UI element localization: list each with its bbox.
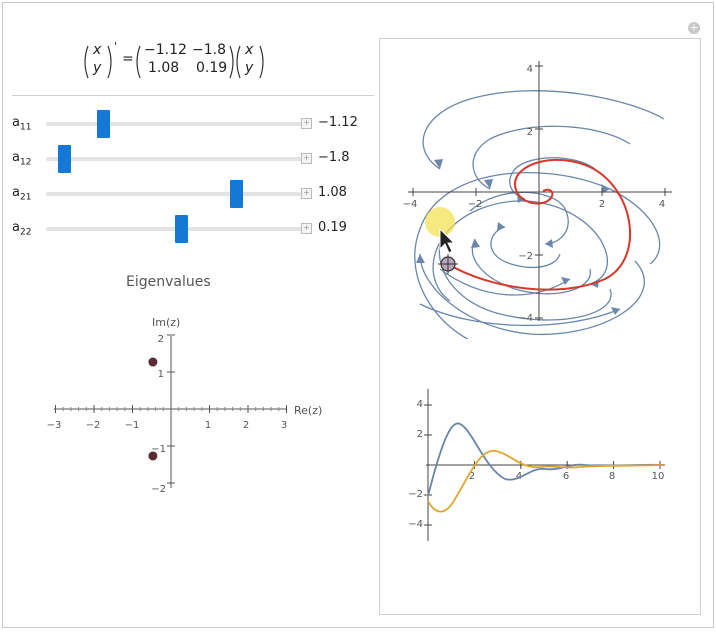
matrix-a21: 1.08 [148,60,180,76]
phase-portrait[interactable]: −4 −2 2 4 4 2 −2 −4 [380,39,700,339]
slider-track[interactable] [46,145,306,173]
time-y-tick: −2 [408,489,423,500]
phase-x-tick: −2 [468,199,483,210]
slider-expand-button[interactable]: + [301,153,312,164]
im-tick-label: 2 [158,334,164,345]
slider-thumb[interactable] [97,110,111,138]
slider-value: −1.8 [318,150,350,165]
re-tick-label: −3 [47,420,62,431]
phase-x-tick: 2 [599,199,605,210]
time-x-tick: 8 [609,471,615,482]
slider-thumb[interactable] [175,215,189,243]
lhs-y: y [93,60,102,76]
eigenvalue-plot: Re(z) Im(z) −3 −2 −1 1 2 3 2 1 −1 −2 [47,316,323,495]
time-y-tick: −4 [408,519,423,530]
solution-trajectory [447,158,631,291]
equation-parens [84,45,264,79]
slider-label: a21 [12,185,32,203]
re-tick-label: 1 [205,420,211,431]
y-solution-curve [427,450,666,513]
re-tick-label: 3 [281,420,287,431]
phase-y-tick: 2 [527,127,533,138]
slider-thumb[interactable] [58,145,72,173]
slider-label: a22 [12,220,32,238]
divider [12,95,374,96]
initial-point-locator[interactable] [438,254,458,274]
im-tick-label: −2 [151,484,166,495]
eigenvalue-point [148,357,158,367]
equals-sign: = [122,51,134,67]
time-y-tick: 4 [417,399,423,410]
slider-a21: a21 + 1.08 [12,180,372,208]
phase-x-tick: −4 [403,199,418,210]
slider-value: 1.08 [318,185,347,200]
stream-arrows [416,159,620,315]
slider-label: a11 [12,115,32,133]
time-series-plot: 2 4 6 8 10 4 2 −2 −4 [408,389,666,541]
slider-a12: a12 + −1.8 [12,145,372,173]
phase-tick-marks [412,65,666,319]
phase-y-tick: −4 [518,313,533,324]
slider-value: 0.19 [318,220,347,235]
eigenvalues-title: Eigenvalues [126,274,211,290]
time-x-tick: 6 [563,471,569,482]
im-tick-label: 1 [158,369,164,380]
time-x-tick: 10 [652,471,665,482]
slider-a22: a22 + 0.19 [12,215,372,243]
slider-expand-button[interactable]: + [301,223,312,234]
rhs-x: x [245,42,254,58]
slider-expand-button[interactable]: + [301,118,312,129]
time-y-tick: 2 [417,429,423,440]
phase-y-tick: 4 [527,64,533,75]
eigenvalue-points [148,357,158,461]
matrix-a11: −1.12 [144,42,187,58]
matrix-a12: −1.8 [192,42,226,58]
re-tick-label: 2 [243,420,249,431]
expand-icon[interactable]: + [688,21,700,34]
prime-mark: ' [114,40,118,53]
slider-track[interactable] [46,215,306,243]
plot-panel: −4 −2 2 4 4 2 −2 −4 2 4 6 8 10 4 2 −2 −4 [379,38,701,615]
eigen-tick-marks [55,334,287,484]
im-axis-label: Im(z) [152,316,180,329]
mouse-cursor-icon [439,227,456,254]
slider-expand-button[interactable]: + [301,188,312,199]
rhs-y: y [245,60,254,76]
phase-x-tick: 4 [659,199,665,210]
slider-track[interactable] [46,110,306,138]
slider-label: a12 [12,150,32,168]
matrix-a22: 0.19 [196,60,228,76]
slider-track[interactable] [46,180,306,208]
re-axis-label: Re(z) [294,404,322,417]
slider-value: −1.12 [318,115,358,130]
time-x-tick: 2 [469,471,475,482]
cursor-highlight [425,207,455,237]
re-tick-label: −2 [86,420,101,431]
re-tick-label: −1 [125,420,140,431]
slider-a11: a11 + −1.12 [12,110,372,138]
time-x-tick: 4 [516,471,522,482]
phase-y-tick: −2 [518,251,533,262]
eigenvalue-point [148,451,158,461]
slider-thumb[interactable] [229,180,243,208]
lhs-x: x [93,42,102,58]
im-tick-label: −1 [151,444,166,455]
